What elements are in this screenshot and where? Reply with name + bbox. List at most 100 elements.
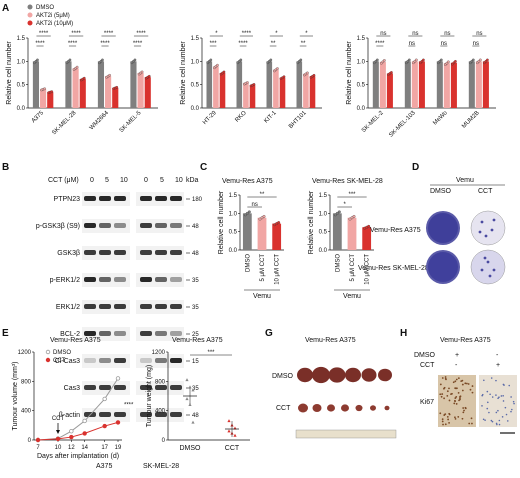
ihc-cell-cct-24 bbox=[497, 397, 499, 400]
chart-c1: 0.0 0.5 1.0 1.5 Relative cell number DMSO 5 μM… bbox=[218, 190, 284, 300]
bar-a2-2-0 bbox=[266, 61, 273, 108]
bar-a3-3-2 bbox=[482, 61, 489, 108]
wb-band-3-2 bbox=[114, 277, 126, 282]
x-tick-label-c2-2: 10 μM CCT bbox=[365, 254, 371, 285]
x-tick-label-c1-1: 5 μM CCT bbox=[260, 254, 266, 282]
ihc-cell-cct-5 bbox=[483, 379, 485, 382]
bar-a2-0-2 bbox=[219, 73, 226, 108]
x-tick-label-e-4: 17 bbox=[101, 445, 108, 451]
ihc-cell-dmso-16 bbox=[444, 423, 447, 426]
ihc-cell-cct-11 bbox=[484, 419, 486, 421]
wb-row-label-8: β-actin bbox=[59, 412, 80, 419]
ihc-cell-dmso-36 bbox=[448, 412, 451, 415]
ihc-cell-dmso-15 bbox=[461, 389, 464, 392]
bar-a1-2-0 bbox=[97, 61, 105, 108]
y-label-a1: Relative cell number bbox=[6, 41, 13, 105]
ihc-cell-cct-31 bbox=[490, 377, 493, 379]
bar-a3-1-1 bbox=[411, 61, 418, 108]
ihc-cell-dmso-22 bbox=[447, 418, 450, 421]
ihc-cell-cct-3 bbox=[489, 393, 491, 396]
wb-row-label-2: GSK3β bbox=[57, 250, 80, 257]
colony-well-skmel28-cct bbox=[470, 249, 506, 285]
y-label-a3: Relative cell number bbox=[346, 41, 353, 105]
series-line-e-1 bbox=[37, 421, 119, 441]
point-a1-1-0-2 bbox=[68, 58, 72, 62]
sig-label-a1-1-a: **** bbox=[68, 41, 78, 47]
sig-label-c1-a: ns bbox=[251, 202, 257, 208]
wb-row-label-7: Cas3 bbox=[64, 385, 80, 392]
wb-band-1-2 bbox=[114, 223, 126, 228]
y-label-e: Tumour volume (mm³) bbox=[12, 362, 19, 431]
wb-band-5-4 bbox=[155, 331, 167, 336]
legend-swatch-akt10 bbox=[27, 20, 33, 26]
point-f-0-1 bbox=[188, 385, 192, 389]
colony-dot-5 bbox=[486, 260, 490, 264]
ihc-cell-dmso-24 bbox=[459, 395, 462, 398]
y-label-f: Tumour weight (mg) bbox=[146, 365, 153, 427]
chart-a3: 0.0 0.5 1.0 1.5 Relative cell number **** ns SK… bbox=[346, 31, 496, 139]
point-c2-1-1 bbox=[350, 216, 354, 220]
vemu-label-c1: Vemu bbox=[253, 293, 271, 300]
wb-dose-1: 0 bbox=[90, 177, 94, 184]
sig-label-a3-3-a: ns bbox=[473, 41, 479, 47]
point-f-0-2 bbox=[191, 388, 195, 392]
y-tick-label-e-1: 400 bbox=[21, 409, 32, 415]
sig-label-a3-0-a: **** bbox=[375, 41, 385, 47]
wb-band-6-1 bbox=[99, 358, 111, 363]
y-tick-label-a1-0: 0.0 bbox=[17, 106, 26, 112]
wb-band-7-4 bbox=[155, 385, 167, 390]
d-header: Vemu bbox=[456, 177, 474, 184]
ihc-cell-cct-33 bbox=[481, 394, 483, 397]
ihc-cell-dmso-49 bbox=[459, 398, 461, 401]
y-tick-label-a2-2: 1.0 bbox=[191, 59, 200, 65]
y-tick-label-c1-1: 0.5 bbox=[229, 230, 238, 236]
wb-band-7-3 bbox=[140, 385, 152, 390]
x-tick-label-e-1: 10 bbox=[55, 445, 62, 451]
y-tick-label-c1-2: 1.0 bbox=[229, 211, 238, 217]
chart-f: 0 400 800 1200 Tumour weight (mg) DMSO CCT *** bbox=[146, 350, 250, 452]
h-cct-v2: + bbox=[496, 362, 500, 369]
tumour-dmso-1 bbox=[312, 366, 330, 384]
y-tick-label-a1-1: 0.5 bbox=[17, 83, 26, 89]
point-c1-0-0 bbox=[243, 213, 247, 217]
ihc-cell-dmso-18 bbox=[457, 391, 460, 394]
sig-label-a2-2-b: * bbox=[275, 31, 278, 37]
ihc-cell-dmso-14 bbox=[453, 402, 456, 405]
wb-band-8-3 bbox=[140, 412, 152, 417]
ihc-cell-dmso-29 bbox=[462, 407, 465, 409]
point-e-1-1 bbox=[55, 436, 61, 442]
ihc-cell-dmso-69 bbox=[439, 412, 442, 415]
ihc-cell-dmso-66 bbox=[460, 380, 463, 383]
legend-swatch-e-0 bbox=[45, 349, 51, 355]
ruler bbox=[295, 429, 397, 439]
tumour-photo: Vemu-Res A375 DMSO CCT bbox=[272, 337, 397, 439]
y-tick-label-e-2: 800 bbox=[21, 379, 32, 385]
point-a1-3-0-2 bbox=[133, 58, 137, 62]
y-tick-label-c1-0: 0.0 bbox=[229, 248, 238, 254]
ihc-cell-cct-39 bbox=[491, 396, 494, 398]
bar-a1-3-2 bbox=[144, 77, 151, 108]
sig-label-f: *** bbox=[207, 350, 215, 356]
point-a3-3-2-2 bbox=[486, 58, 489, 62]
ihc-cell-cct-20 bbox=[495, 379, 497, 382]
ihc-cell-cct-12 bbox=[502, 400, 505, 402]
x-tick-label-e-5: 19 bbox=[115, 445, 122, 451]
y-tick-label-a2-1: 0.5 bbox=[191, 83, 200, 89]
wb-band-6-0 bbox=[84, 358, 96, 363]
d-col-cct: CCT bbox=[478, 188, 493, 195]
colony-dot-0 bbox=[480, 220, 484, 224]
bar-a1-3-0 bbox=[130, 61, 137, 108]
point-c1-0-1 bbox=[245, 211, 249, 215]
y-tick-label-c2-0: 0.0 bbox=[319, 248, 328, 254]
ihc-cell-cct-9 bbox=[498, 419, 501, 422]
colony-dot-1 bbox=[490, 228, 494, 232]
y-tick-label-e-0: 0 bbox=[28, 438, 32, 444]
wb-cell-a375: A375 bbox=[96, 463, 112, 470]
tumour-dmso-2 bbox=[328, 367, 346, 383]
point-a3-0-0-2 bbox=[375, 58, 379, 62]
panel-label-c: C bbox=[200, 162, 207, 173]
wb-kda-label-3: 35 bbox=[192, 278, 199, 284]
y-label-a2: Relative cell number bbox=[180, 41, 187, 105]
legend-label-akt5: AKT2i (5μM) bbox=[36, 13, 70, 19]
panel-label-e: E bbox=[2, 328, 9, 339]
